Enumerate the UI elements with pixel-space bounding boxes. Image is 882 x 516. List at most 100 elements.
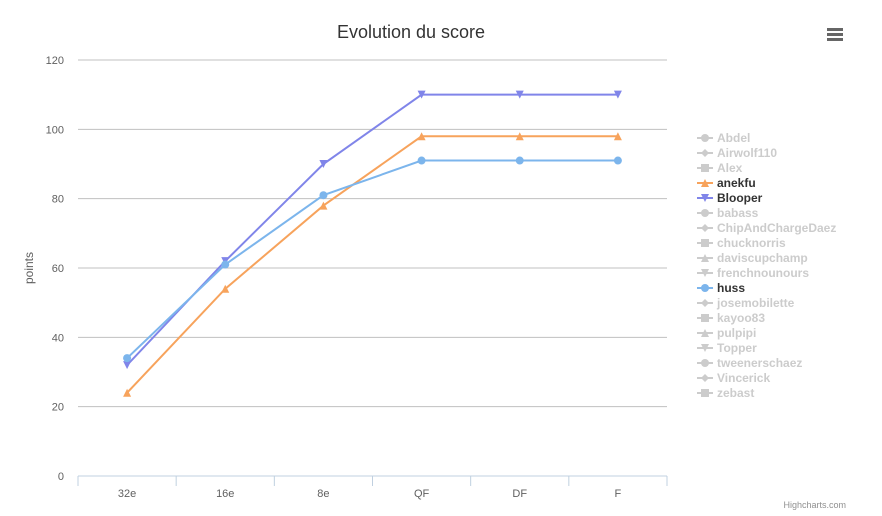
series-anekfu [123, 132, 622, 397]
x-tick-label: 8e [317, 488, 329, 500]
x-tick-label: 16e [216, 488, 234, 500]
legend-marker-icon [701, 134, 709, 142]
legend-item-chipandchargedaez[interactable]: ChipAndChargeDaez [697, 221, 836, 235]
data-point[interactable] [417, 156, 426, 165]
legend-marker-icon [701, 284, 709, 292]
legend-label: chucknorris [717, 236, 786, 250]
legend-label: ChipAndChargeDaez [717, 221, 836, 235]
legend-item-pulpipi[interactable]: pulpipi [697, 326, 756, 340]
legend-item-zebast[interactable]: zebast [697, 386, 754, 400]
legend-item-frenchnounours[interactable]: frenchnounours [697, 266, 809, 280]
data-point[interactable] [123, 361, 132, 370]
legend-item-chucknorris[interactable]: chucknorris [697, 236, 786, 250]
legend-item-vincerick[interactable]: Vincerick [697, 371, 770, 385]
grid [78, 59, 667, 408]
legend-item-kayoo83[interactable]: kayoo83 [697, 311, 765, 325]
legend: AbdelAirwolf110AlexanekfuBlooperbabassCh… [697, 131, 836, 400]
data-point[interactable] [515, 90, 524, 99]
y-axis: 0 20 40 60 80 100 120 [46, 55, 64, 483]
y-tick-label: 100 [46, 124, 64, 136]
legend-label: anekfu [717, 176, 756, 190]
data-point[interactable] [417, 132, 426, 141]
x-tick-label: F [615, 488, 622, 500]
legend-label: pulpipi [717, 326, 756, 340]
data-point[interactable] [515, 156, 524, 165]
legend-marker-icon [701, 179, 709, 187]
y-tick-label: 120 [46, 55, 64, 67]
legend-item-topper[interactable]: Topper [697, 341, 757, 355]
legend-label: josemobilette [716, 296, 795, 310]
legend-marker-icon [701, 344, 709, 352]
x-axis: 32e 16e 8e QF DF F [77, 475, 668, 500]
x-tick-label: DF [512, 488, 527, 500]
y-tick-label: 20 [52, 402, 64, 414]
data-point[interactable] [123, 354, 132, 363]
series-layer [123, 90, 622, 397]
legend-marker-icon [701, 224, 709, 232]
legend-marker-icon [701, 314, 709, 322]
y-tick-label: 40 [52, 332, 64, 344]
chart-title: Evolution du score [337, 22, 485, 42]
data-point[interactable] [515, 132, 524, 141]
legend-marker-icon [701, 329, 709, 337]
legend-label: tweenerschaez [717, 356, 802, 370]
legend-label: kayoo83 [717, 311, 765, 325]
x-tick-label: QF [414, 488, 430, 500]
data-point[interactable] [613, 132, 622, 141]
data-point[interactable] [319, 201, 328, 210]
hamburger-menu-icon[interactable] [820, 20, 850, 48]
legend-label: daviscupchamp [717, 251, 808, 265]
legend-item-airwolf110[interactable]: Airwolf110 [697, 146, 777, 160]
legend-marker-icon [701, 389, 709, 397]
legend-item-anekfu[interactable]: anekfu [697, 176, 756, 190]
y-tick-label: 60 [52, 263, 64, 275]
y-tick-label: 80 [52, 194, 64, 206]
legend-label: Topper [717, 341, 757, 355]
credits-link[interactable]: Highcharts.com [783, 500, 846, 510]
legend-item-josemobilette[interactable]: josemobilette [697, 296, 795, 310]
series-huss [123, 156, 622, 363]
legend-label: Blooper [717, 191, 763, 205]
legend-marker-icon [701, 194, 709, 202]
legend-marker-icon [701, 374, 709, 382]
series-blooper [123, 90, 622, 370]
data-point[interactable] [417, 90, 426, 99]
series-line [126, 93, 618, 366]
legend-label: frenchnounours [717, 266, 809, 280]
legend-marker-icon [701, 209, 709, 217]
legend-item-huss[interactable]: huss [697, 281, 745, 295]
legend-item-alex[interactable]: Alex [697, 161, 743, 175]
legend-item-tweenerschaez[interactable]: tweenerschaez [697, 356, 802, 370]
data-point[interactable] [123, 388, 132, 397]
legend-marker-icon [701, 164, 709, 172]
data-point[interactable] [613, 156, 622, 165]
legend-label: zebast [717, 386, 754, 400]
legend-label: huss [717, 281, 745, 295]
legend-marker-icon [701, 239, 709, 247]
data-point[interactable] [319, 191, 328, 200]
legend-label: Alex [717, 161, 743, 175]
y-tick-label: 0 [58, 471, 64, 483]
data-point[interactable] [319, 160, 328, 168]
x-tick-label: 32e [118, 488, 136, 500]
legend-label: babass [717, 206, 759, 220]
legend-marker-icon [701, 299, 709, 307]
legend-marker-icon [701, 269, 709, 277]
legend-label: Abdel [717, 131, 750, 145]
data-point[interactable] [221, 284, 230, 293]
y-axis-label: points [22, 252, 36, 284]
legend-marker-icon [701, 254, 709, 262]
legend-item-abdel[interactable]: Abdel [697, 131, 750, 145]
legend-item-babass[interactable]: babass [697, 206, 759, 220]
legend-label: Vincerick [717, 371, 770, 385]
series-line [126, 159, 618, 359]
legend-marker-icon [701, 359, 709, 367]
data-point[interactable] [613, 90, 622, 99]
legend-marker-icon [701, 149, 709, 157]
data-point[interactable] [221, 260, 230, 269]
legend-item-blooper[interactable]: Blooper [697, 191, 763, 205]
series-line [126, 135, 618, 394]
legend-item-daviscupchamp[interactable]: daviscupchamp [697, 251, 808, 265]
legend-label: Airwolf110 [717, 146, 777, 160]
